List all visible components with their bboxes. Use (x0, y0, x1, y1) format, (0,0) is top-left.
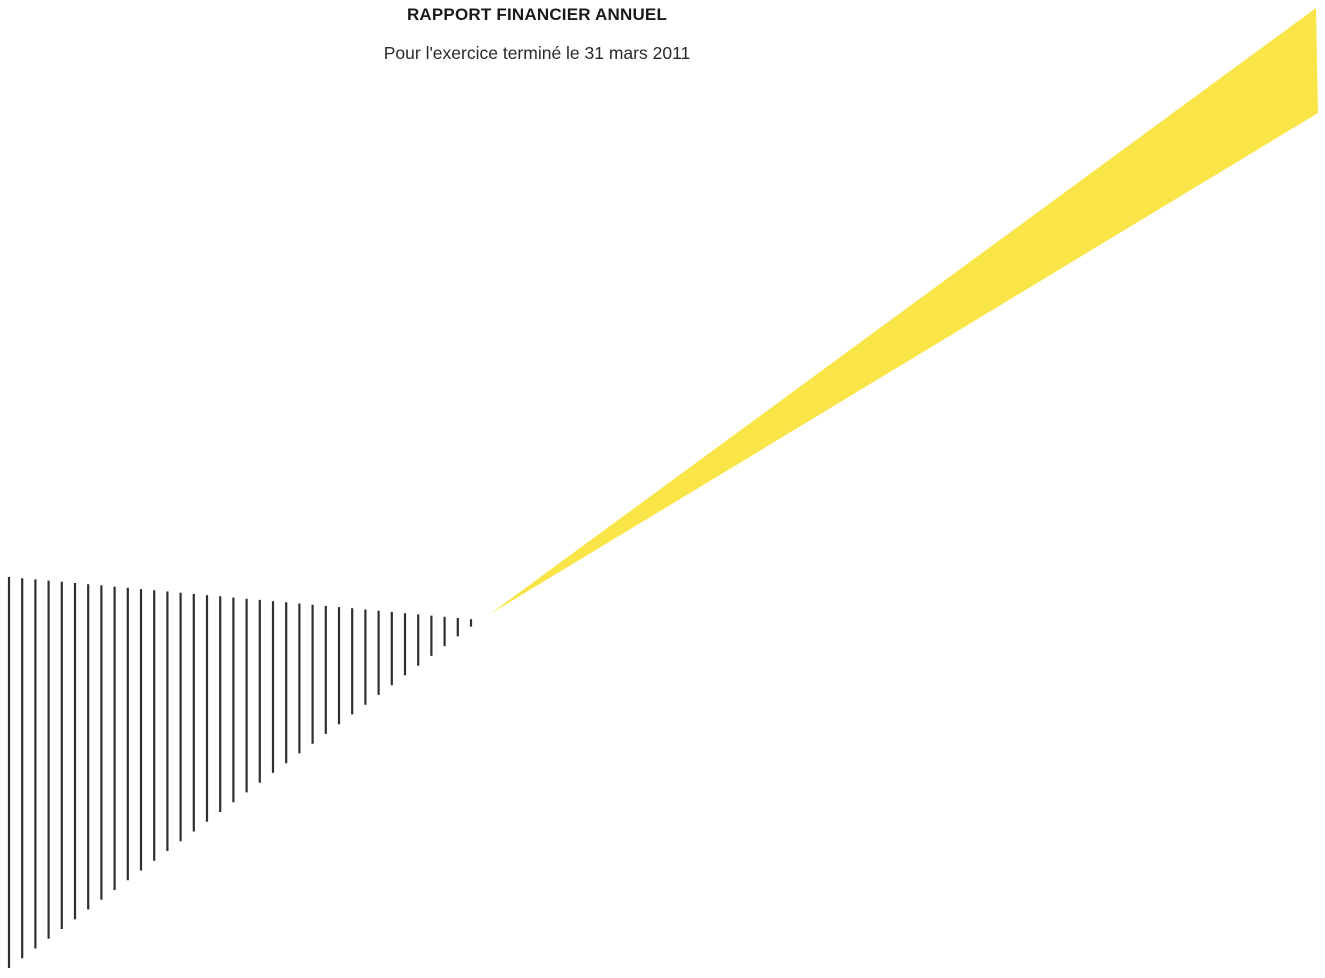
striped-triangle (7, 577, 473, 968)
yellow-beam (490, 8, 1318, 614)
report-subtitle: Pour l'exercice terminé le 31 mars 2011 (383, 43, 691, 63)
report-title: RAPPORT FINANCIER ANNUEL (406, 5, 668, 24)
